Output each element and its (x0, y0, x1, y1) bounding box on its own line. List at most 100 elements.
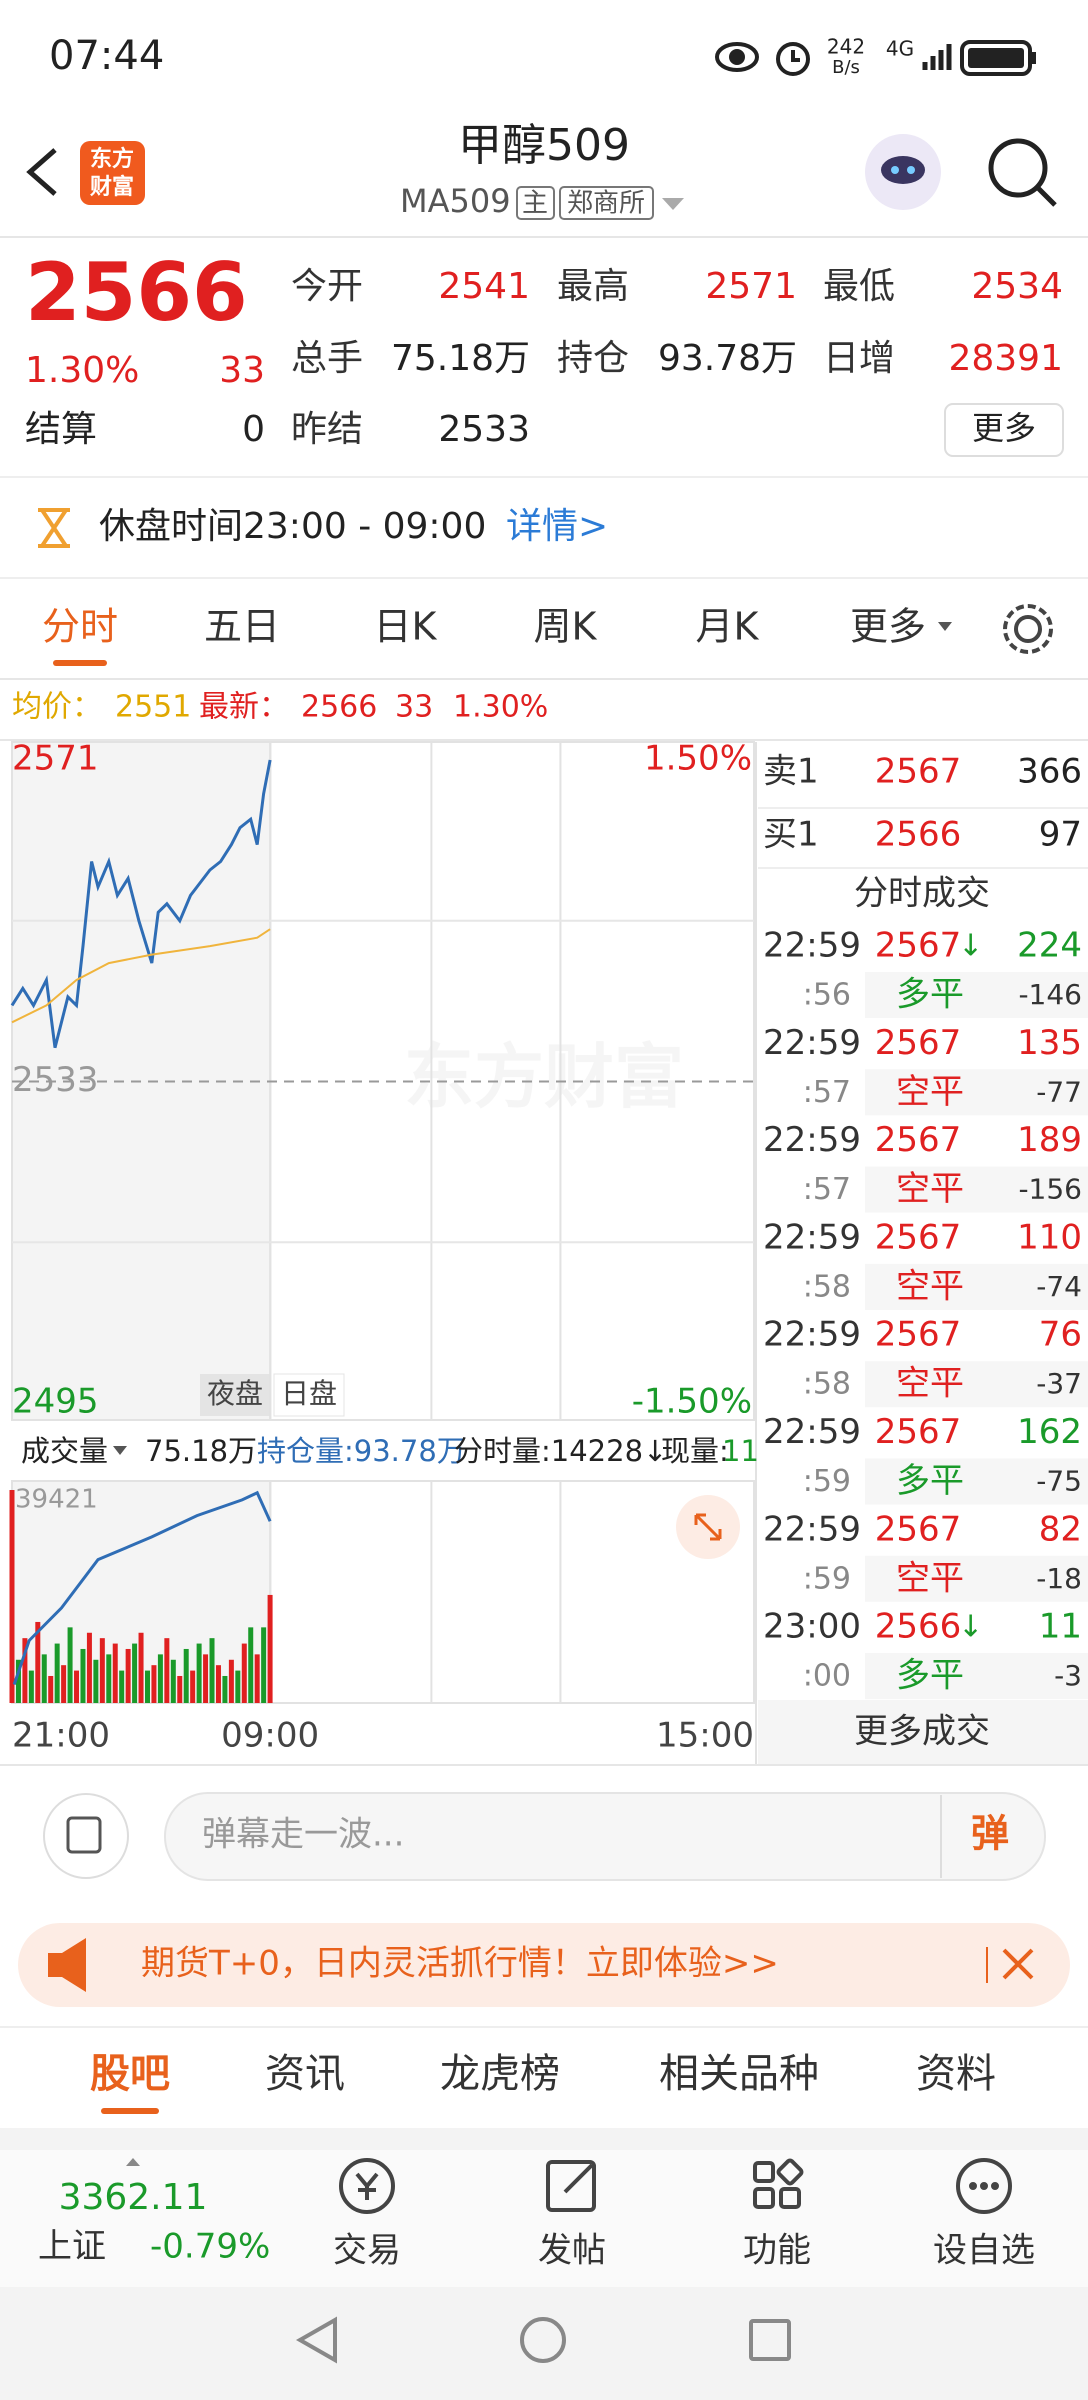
x-tick-label: 21:00 (12, 1716, 110, 1756)
more-button[interactable] (944, 403, 1064, 457)
volume-bar (222, 1675, 228, 1703)
trade-oi: -146 (1018, 978, 1082, 1011)
nav-label[interactable]: 功能 (743, 2231, 811, 2271)
trade-oi: -37 (1036, 1367, 1082, 1400)
volume-bar (41, 1654, 47, 1703)
trade-price: 2567 (875, 1509, 962, 1549)
tab[interactable]: 五日 (204, 605, 280, 649)
index-value[interactable]: 3362.11 (59, 2177, 208, 2218)
promo-text[interactable]: 期货T+0，日内灵活抓行情！立即体验>> (141, 1944, 779, 1984)
avatar-eye (891, 166, 899, 174)
volume-bar (261, 1627, 267, 1703)
bottom-tab[interactable]: 股吧 (90, 2051, 170, 2097)
search-button[interactable] (988, 138, 1057, 207)
stat-value: 93.78万 (658, 338, 797, 379)
settings-button[interactable] (1003, 604, 1053, 654)
tab[interactable]: 日K (374, 605, 438, 649)
session-button[interactable] (200, 1374, 270, 1416)
avg-value: 2551 (115, 690, 191, 725)
stat-value: 2541 (438, 266, 530, 307)
trade-oi: -74 (1036, 1270, 1082, 1303)
volume-bar (170, 1659, 176, 1703)
dropdown-arrow[interactable] (662, 198, 684, 210)
danmaku-button[interactable]: 弹 (971, 1812, 1009, 1856)
trade-price: 2567 (875, 1412, 962, 1452)
dropdown-arrow[interactable] (113, 1446, 127, 1455)
volume-bar (209, 1638, 215, 1703)
more-button-label[interactable]: 更多 (972, 409, 1036, 447)
trade-oi: -75 (1036, 1465, 1082, 1498)
more-trades-button[interactable] (758, 1700, 1088, 1765)
y-tick-label: 39421 (15, 1485, 98, 1515)
volume-bar (157, 1654, 163, 1703)
nav-label[interactable]: 交易 (333, 2231, 401, 2271)
tick-volume: 分时量:14228↓ (454, 1434, 667, 1468)
session-label[interactable]: 夜盘 (207, 1377, 263, 1410)
trade-price: 2567 (875, 1217, 962, 1257)
nav-bar (0, 2150, 1088, 2287)
logo-text: 财富 (90, 174, 134, 200)
latest-change: 33 (395, 690, 433, 725)
dropdown-arrow[interactable] (938, 622, 952, 631)
trade-subtime: :57 (803, 1172, 851, 1207)
session-label[interactable]: 日盘 (281, 1377, 337, 1410)
bottom-tab[interactable]: 资讯 (265, 2051, 345, 2097)
index-arrow[interactable] (126, 2158, 140, 2166)
avatar-face (881, 156, 925, 184)
page-title: 甲醇509 (458, 120, 630, 171)
index-name: 上证 (38, 2227, 106, 2267)
tab[interactable]: 月K (696, 605, 760, 649)
volume-label[interactable]: 成交量 (21, 1434, 108, 1468)
trade-subtime: :59 (803, 1464, 851, 1499)
trade-oi: -156 (1018, 1173, 1082, 1206)
trade-oi: -77 (1036, 1075, 1082, 1108)
change: 33 (219, 350, 265, 391)
system-buttons[interactable] (295, 2316, 791, 2364)
y-tick-label: 2571 (12, 739, 99, 779)
stat-label: 持仓 (557, 338, 629, 379)
volume-bar (22, 1638, 28, 1703)
nav-label[interactable]: 设自选 (933, 2231, 1035, 2271)
volume-bar (144, 1670, 150, 1703)
volume-bar (248, 1627, 254, 1703)
notice-link[interactable]: 详情> (506, 506, 608, 547)
trade-kind: 多平 (896, 1656, 964, 1696)
change-pct: 1.30% (25, 350, 139, 391)
volume-bar (138, 1632, 144, 1703)
bottom-tab[interactable]: 资料 (916, 2051, 996, 2097)
price-line (10, 759, 272, 1049)
trade-subtime: :59 (803, 1561, 851, 1596)
more-trades-label[interactable]: 更多成交 (854, 1712, 990, 1752)
bottom-tab[interactable]: 相关品种 (659, 2051, 819, 2097)
promo-banner[interactable] (18, 1923, 1070, 2007)
volume-bar (267, 1594, 273, 1703)
y2-tick-label: -1.50% (632, 1382, 752, 1422)
tag-box (516, 186, 555, 220)
close-button[interactable] (1002, 1948, 1034, 1980)
tab[interactable]: 更多 (850, 605, 926, 649)
tab[interactable]: 分时 (42, 605, 118, 649)
comment-settings[interactable] (43, 1793, 129, 1879)
tab-indicator (101, 2108, 159, 2114)
latest-label: 最新： (199, 690, 289, 725)
back-button[interactable] (26, 148, 57, 196)
app-logo (80, 141, 145, 205)
book-label: 买1 (763, 815, 819, 855)
comment-placeholder[interactable]: 弹幕走一波... (202, 1815, 404, 1855)
volume-bar (228, 1659, 234, 1703)
volume-total: 75.18万 (145, 1434, 257, 1468)
trade-price: 2567 (875, 1315, 962, 1355)
trade-volume: 11 (1039, 1607, 1082, 1647)
trade-subtime: :56 (803, 978, 851, 1013)
volume-bar (177, 1675, 183, 1703)
trade-time: 22:59 (763, 1023, 861, 1063)
bottom-tab[interactable]: 龙虎榜 (440, 2051, 560, 2097)
open-interest: 持仓量:93.78万 (257, 1434, 466, 1468)
tag-box (559, 186, 654, 220)
nav-label[interactable]: 发帖 (538, 2231, 606, 2271)
comment-input[interactable] (164, 1792, 1046, 1881)
tab[interactable]: 周K (534, 605, 598, 649)
session-button[interactable] (273, 1373, 345, 1417)
volume-bar (15, 1659, 21, 1703)
spacer (0, 2128, 1088, 2150)
